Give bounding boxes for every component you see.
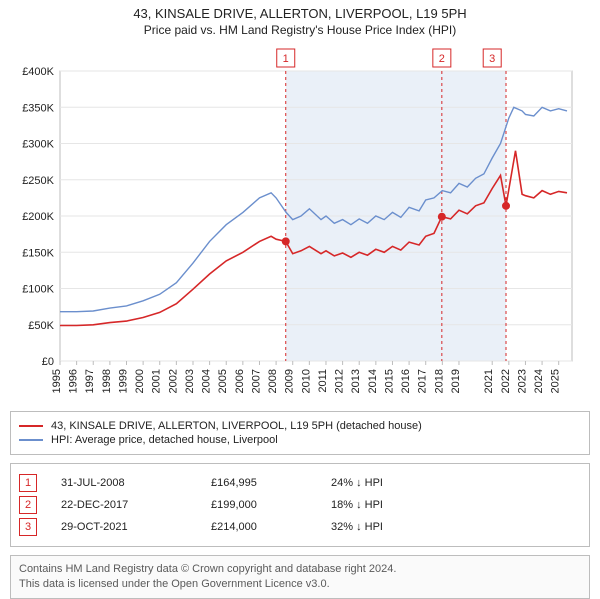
sales-row: 3 29-OCT-2021£214,00032% ↓ HPI [19, 518, 581, 536]
sales-price: £214,000 [211, 521, 331, 533]
svg-text:2024: 2024 [533, 369, 545, 393]
sales-table: 1 31-JUL-2008£164,99524% ↓ HPI 2 22-DEC-201… [10, 463, 590, 547]
svg-text:£0: £0 [42, 356, 54, 368]
svg-text:3: 3 [489, 53, 495, 65]
credit: Contains HM Land Registry data © Crown c… [10, 555, 590, 599]
sales-delta: 32% ↓ HPI [331, 521, 383, 533]
svg-text:2010: 2010 [300, 369, 312, 393]
sales-date: 31-JUL-2008 [61, 477, 211, 489]
svg-text:£50K: £50K [28, 320, 54, 332]
svg-text:2016: 2016 [400, 369, 412, 393]
svg-text:2021: 2021 [483, 369, 495, 393]
credit-line-1: Contains HM Land Registry data © Crown c… [19, 562, 581, 577]
svg-text:£350K: £350K [22, 102, 54, 114]
svg-text:£100K: £100K [22, 284, 54, 296]
sales-price: £164,995 [211, 477, 331, 489]
line-chart: £0 £50K £100K £150K £200K £250K £300K £350K £400… [10, 43, 590, 403]
svg-text:1998: 1998 [101, 369, 113, 393]
svg-text:2002: 2002 [167, 369, 179, 393]
svg-text:2022: 2022 [500, 369, 512, 393]
legend-item: 43, KINSALE DRIVE, ALLERTON, LIVERPOOL, … [19, 420, 581, 432]
chart-subtitle: Price paid vs. HM Land Registry's House … [0, 23, 600, 37]
svg-text:2004: 2004 [201, 369, 213, 393]
sales-date: 29-OCT-2021 [61, 521, 211, 533]
svg-text:1997: 1997 [84, 369, 96, 393]
svg-text:2008: 2008 [267, 369, 279, 393]
sales-date: 22-DEC-2017 [61, 499, 211, 511]
svg-text:2: 2 [439, 53, 445, 65]
svg-text:2025: 2025 [550, 369, 562, 393]
svg-text:£300K: £300K [22, 139, 54, 151]
svg-text:2003: 2003 [184, 369, 196, 393]
sales-marker: 2 [19, 496, 37, 514]
sales-marker: 1 [19, 474, 37, 492]
svg-text:2005: 2005 [217, 369, 229, 393]
svg-text:1995: 1995 [51, 369, 63, 393]
sales-row: 1 31-JUL-2008£164,99524% ↓ HPI [19, 474, 581, 492]
sales-delta: 24% ↓ HPI [331, 477, 383, 489]
svg-text:2017: 2017 [417, 369, 429, 393]
svg-text:1996: 1996 [68, 369, 80, 393]
credit-line-2: This data is licensed under the Open Gov… [19, 577, 581, 592]
chart-container: £0 £50K £100K £150K £200K £250K £300K £350K £400… [10, 43, 590, 403]
svg-text:2014: 2014 [367, 369, 379, 393]
legend-item: HPI: Average price, detached house, Live… [19, 434, 581, 446]
legend-swatch [19, 425, 43, 427]
sales-delta: 18% ↓ HPI [331, 499, 383, 511]
svg-text:2007: 2007 [250, 369, 262, 393]
legend-label: 43, KINSALE DRIVE, ALLERTON, LIVERPOOL, … [51, 420, 422, 432]
legend-swatch [19, 439, 43, 441]
svg-text:2009: 2009 [284, 369, 296, 393]
svg-text:2023: 2023 [516, 369, 528, 393]
svg-text:1: 1 [283, 53, 289, 65]
sales-row: 2 22-DEC-2017£199,00018% ↓ HPI [19, 496, 581, 514]
legend-label: HPI: Average price, detached house, Live… [51, 434, 278, 446]
svg-text:2000: 2000 [134, 369, 146, 393]
svg-text:2011: 2011 [317, 369, 329, 393]
chart-title: 43, KINSALE DRIVE, ALLERTON, LIVERPOOL, … [0, 6, 600, 21]
svg-text:2012: 2012 [334, 369, 346, 393]
sales-price: £199,000 [211, 499, 331, 511]
svg-text:2018: 2018 [433, 369, 445, 393]
svg-text:2015: 2015 [383, 369, 395, 393]
svg-text:2019: 2019 [450, 369, 462, 393]
svg-text:2001: 2001 [151, 369, 163, 393]
svg-text:2013: 2013 [350, 369, 362, 393]
svg-text:£200K: £200K [22, 211, 54, 223]
svg-text:£150K: £150K [22, 247, 54, 259]
legend: 43, KINSALE DRIVE, ALLERTON, LIVERPOOL, … [10, 411, 590, 455]
svg-text:2006: 2006 [234, 369, 246, 393]
sales-marker: 3 [19, 518, 37, 536]
svg-text:£250K: £250K [22, 175, 54, 187]
chart-titles: 43, KINSALE DRIVE, ALLERTON, LIVERPOOL, … [0, 0, 600, 37]
svg-text:£400K: £400K [22, 66, 54, 78]
svg-text:1999: 1999 [117, 369, 129, 393]
